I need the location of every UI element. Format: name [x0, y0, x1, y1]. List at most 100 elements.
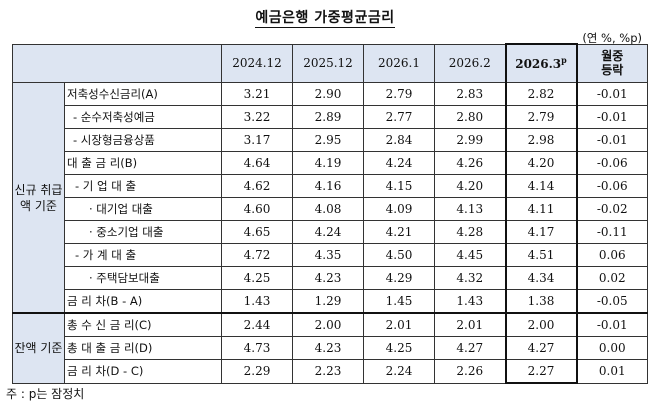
table-row: - 시장형금융상품 3.17 2.95 2.84 2.99 2.98 -0.01	[13, 128, 648, 152]
table-cell: 2.01	[434, 312, 506, 337]
table-cell: 4.29	[363, 266, 435, 290]
table-cell: 2.80	[434, 105, 506, 129]
group-label-balance: 잔액 기준	[12, 312, 65, 384]
row-label: - 순수저축성예금	[64, 105, 222, 129]
table-row: 잔액 기준 총 수 신 금 리(C) 2.44 2.00 2.01 2.01 2…	[12, 312, 648, 384]
table-cell-diff: 0.02	[576, 266, 648, 290]
table-cell-current: 4.14	[504, 174, 578, 198]
table-cell: 4.20	[434, 174, 506, 198]
row-label: - 가 계 대 출	[64, 243, 222, 267]
col-header-diff: 월중 등락	[576, 43, 648, 83]
table-row: 금 리 차(D - C) 2.29 2.23 2.24 2.26 2.27 0.…	[13, 359, 648, 384]
row-label: 대 출 금 리(B)	[64, 151, 222, 175]
table-cell: 2.26	[434, 359, 506, 384]
table-cell-current: 2.98	[504, 128, 578, 152]
row-label: · 중소기업 대출	[64, 220, 222, 244]
table-cell: 1.45	[363, 289, 435, 314]
table-cell: 2.84	[363, 128, 435, 152]
table-cell: 4.45	[434, 243, 506, 267]
table-cell: 4.09	[363, 197, 435, 221]
table-cell: 4.62	[221, 174, 293, 198]
table-cell: 3.21	[221, 82, 293, 106]
table-cell: 4.73	[221, 336, 293, 360]
table-cell-current: 2.79	[504, 105, 578, 129]
table-cell: 4.13	[434, 197, 506, 221]
table-row: · 대기업 대출 4.60 4.08 4.09 4.13 4.11 -0.02	[13, 197, 648, 221]
header-blank	[12, 43, 222, 83]
table-cell: 2.77	[363, 105, 435, 129]
table-cell: 2.00	[292, 312, 364, 337]
table-cell: 4.08	[292, 197, 364, 221]
table-cell-current: 2.27	[504, 359, 578, 384]
table-cell-diff: -0.05	[576, 289, 648, 314]
table-cell: 2.95	[292, 128, 364, 152]
table-cell-current: 4.51	[504, 243, 578, 267]
table-cell: 2.44	[221, 312, 293, 337]
table-cell: 4.64	[221, 151, 293, 175]
row-label: · 대기업 대출	[64, 197, 222, 221]
group-label-new: 신규 취급액 기준	[12, 82, 65, 314]
table-cell-diff: -0.01	[576, 312, 648, 337]
table-cell: 1.43	[221, 289, 293, 314]
table-cell-diff: -0.01	[576, 105, 648, 129]
table-cell: 4.15	[363, 174, 435, 198]
table-row: 신규 취급액 기준 저축성수신금리(A) 3.21 2.90 2.79 2.83…	[12, 82, 648, 314]
table-cell: 4.32	[434, 266, 506, 290]
table-cell: 1.43	[434, 289, 506, 314]
table-cell: 2.23	[292, 359, 364, 384]
col-header: 2026.2	[434, 43, 506, 83]
table-cell: 2.79	[363, 82, 435, 106]
col-header: 2024.12	[221, 43, 293, 83]
table-cell-diff: -0.11	[576, 220, 648, 244]
table-cell: 3.17	[221, 128, 293, 152]
row-label: - 시장형금융상품	[64, 128, 222, 152]
row-label: - 기 업 대 출	[64, 174, 222, 198]
table-cell-current: 2.00	[504, 312, 578, 337]
table-cell: 4.24	[363, 151, 435, 175]
table-cell: 4.24	[292, 220, 364, 244]
table-cell: 4.50	[363, 243, 435, 267]
table-cell: 4.23	[292, 336, 364, 360]
table-cell: 4.25	[363, 336, 435, 360]
table-cell: 4.28	[434, 220, 506, 244]
table-cell: 2.83	[434, 82, 506, 106]
table-cell: 2.89	[292, 105, 364, 129]
row-label: 총 대 출 금 리(D)	[64, 336, 222, 360]
table-row: - 순수저축성예금 3.22 2.89 2.77 2.80 2.79 -0.01	[13, 105, 648, 129]
table-cell: 2.01	[363, 312, 435, 337]
table-cell-current: 4.34	[504, 266, 578, 290]
row-label: 저축성수신금리(A)	[64, 82, 222, 106]
table-cell-diff: -0.06	[576, 151, 648, 175]
row-label: · 주택담보대출	[64, 266, 222, 290]
col-header: 2026.1	[363, 43, 435, 83]
table-cell: 2.29	[221, 359, 293, 384]
table-cell-diff: 0.01	[576, 359, 648, 384]
table-cell: 2.99	[434, 128, 506, 152]
table-cell-current: 4.20	[504, 151, 578, 175]
table-cell-diff: -0.01	[576, 82, 648, 106]
table-cell: 2.24	[363, 359, 435, 384]
table-row: · 주택담보대출 4.25 4.23 4.29 4.32 4.34 0.02	[13, 266, 648, 290]
table-cell: 4.16	[292, 174, 364, 198]
table-cell: 4.72	[221, 243, 293, 267]
table-cell: 2.90	[292, 82, 364, 106]
table-row: - 가 계 대 출 4.72 4.35 4.50 4.45 4.51 0.06	[13, 243, 648, 267]
table-row: 금 리 차(B - A) 1.43 1.29 1.45 1.43 1.38 -0…	[13, 289, 648, 314]
table-title: 예금은행 가중평균금리	[255, 10, 395, 28]
table-cell-diff: -0.02	[576, 197, 648, 221]
col-header: 2025.12	[292, 43, 364, 83]
table-cell: 1.29	[292, 289, 364, 314]
table-cell-diff: 0.06	[576, 243, 648, 267]
table-cell: 4.60	[221, 197, 293, 221]
table-cell-diff: -0.01	[576, 128, 648, 152]
table-cell-current: 4.27	[504, 336, 578, 360]
interest-rate-table: 2024.12 2025.12 2026.1 2026.2 2026.3p 월중…	[12, 43, 648, 384]
table-cell: 4.23	[292, 266, 364, 290]
table-cell-diff: -0.06	[576, 174, 648, 198]
table-cell-current: 1.38	[504, 289, 578, 314]
table-cell: 4.27	[434, 336, 506, 360]
table-row: - 기 업 대 출 4.62 4.16 4.15 4.20 4.14 -0.06	[13, 174, 648, 198]
table-cell-current: 2.82	[504, 82, 578, 106]
col-header-current: 2026.3p	[504, 43, 578, 83]
footnote: 주 : p는 잠정치	[6, 387, 85, 401]
